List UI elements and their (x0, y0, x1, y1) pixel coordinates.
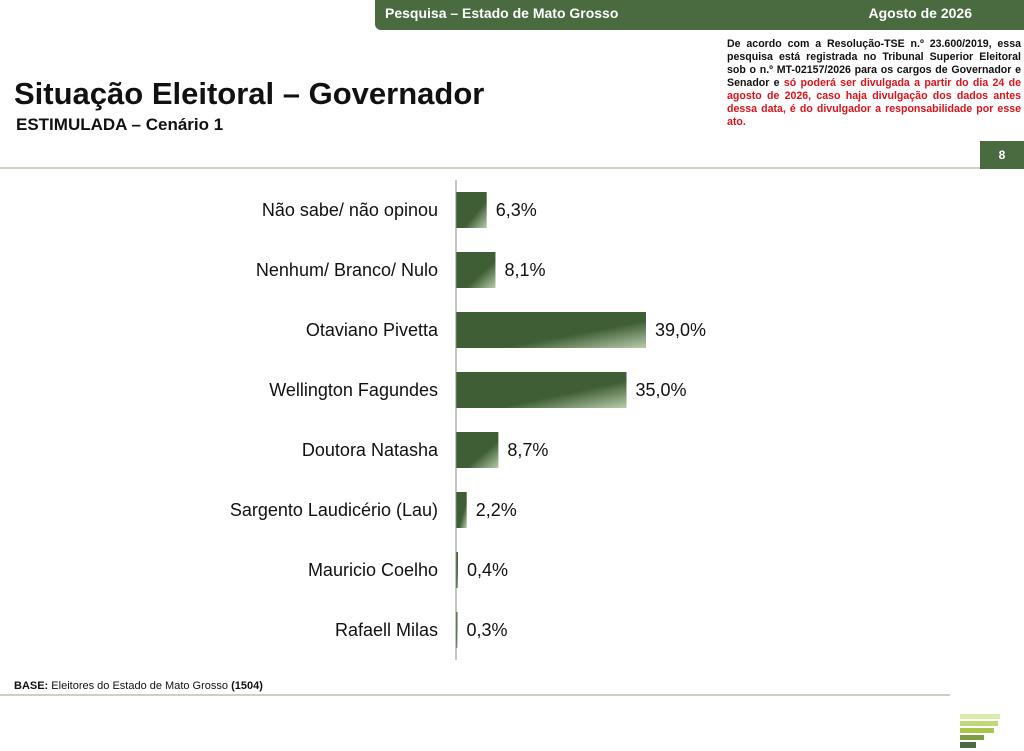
value-label: 35,0% (636, 380, 687, 400)
page-subtitle: ESTIMULADA – Cenário 1 (16, 115, 224, 134)
bar (456, 432, 499, 468)
legal-notice-black: De acordo com a Resolução-TSE n.º 23.600… (727, 38, 1021, 89)
value-label: 39,0% (655, 320, 706, 340)
bar (456, 192, 487, 228)
value-label: 0,4% (467, 560, 508, 580)
base-note: BASE: Eleitores do Estado de Mato Grosso… (14, 680, 263, 692)
category-label: Rafaell Milas (335, 620, 438, 640)
category-label: Mauricio Coelho (308, 560, 438, 580)
base-text: Eleitores do Estado de Mato Grosso (51, 680, 229, 692)
base-count: (1504) (231, 680, 263, 692)
bar-chart: Não sabe/ não opinou 6,3% Nenhum/ Branco/ … (230, 180, 706, 660)
footer-divider (0, 694, 950, 696)
legal-notice: De acordo com a Resolução-TSE n.º 23.600… (727, 38, 1021, 129)
category-label: Doutora Natasha (302, 440, 439, 460)
survey-label: Pesquisa – Estado de Mato Grosso (385, 5, 619, 21)
category-label: Otaviano Pivetta (306, 320, 439, 340)
value-label: 8,1% (504, 260, 545, 280)
legal-notice-red: só poderá ser divulgada a partir do dia … (727, 77, 1021, 128)
page-title: Situação Eleitoral – Governador (14, 76, 485, 111)
bar (456, 552, 458, 588)
page-number: 8 (980, 141, 1024, 169)
bar (456, 372, 627, 408)
category-label: Nenhum/ Branco/ Nulo (256, 260, 438, 280)
base-label: BASE: (14, 680, 49, 692)
value-label: 8,7% (507, 440, 548, 460)
date-label: Agosto de 2026 (868, 5, 972, 21)
bar (456, 492, 467, 528)
bar (456, 252, 496, 288)
header-divider (0, 167, 980, 169)
category-label: Não sabe/ não opinou (262, 200, 438, 220)
category-label: Sargento Laudicério (Lau) (230, 500, 438, 520)
value-label: 2,2% (476, 500, 517, 520)
bar (456, 612, 458, 648)
category-label: Wellington Fagundes (269, 380, 438, 400)
bar (456, 312, 646, 348)
brand-logo-icon (960, 714, 1000, 748)
header-bar: Pesquisa – Estado de Mato Grosso Agosto … (375, 0, 1024, 30)
value-label: 6,3% (496, 200, 537, 220)
value-label: 0,3% (466, 620, 507, 640)
